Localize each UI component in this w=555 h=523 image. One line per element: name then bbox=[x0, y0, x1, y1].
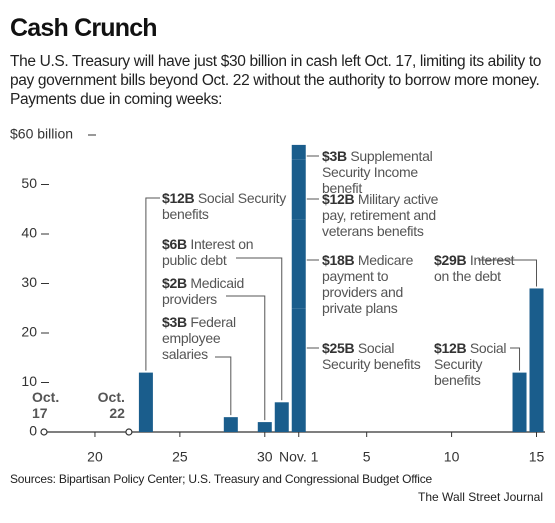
annotation: $29B Interest on the debt bbox=[434, 252, 524, 284]
y-tick-label: 10 bbox=[21, 373, 37, 389]
marker-label: Oct. 22 bbox=[97, 389, 125, 421]
bar bbox=[529, 288, 544, 432]
annotation-amount: $6B bbox=[162, 236, 187, 252]
leader-line bbox=[236, 257, 283, 401]
bar bbox=[257, 422, 272, 432]
annotation-amount: $12B bbox=[162, 190, 195, 206]
x-tick-label: 15 bbox=[529, 449, 545, 465]
y-tick-label: 20 bbox=[21, 324, 37, 340]
bar bbox=[291, 144, 306, 160]
y-tick-label: $60 billion bbox=[10, 126, 73, 142]
annotation-text: Social Security benefits bbox=[322, 340, 421, 372]
annotation-amount: $25B bbox=[322, 340, 355, 356]
bar bbox=[291, 219, 306, 309]
annotation-amount: $18B bbox=[322, 252, 355, 268]
y-tick-label: 0 bbox=[29, 423, 37, 439]
annotation-amount: $12B bbox=[322, 191, 355, 207]
annotation: $12B Military active pay, retirement and… bbox=[322, 191, 452, 239]
bar bbox=[291, 159, 306, 220]
annotation-text: Interest on the debt bbox=[434, 252, 515, 284]
y-tick-label: 50 bbox=[21, 175, 37, 191]
annotation-text: Medicare payment to providers and privat… bbox=[322, 252, 414, 316]
annotation-text: Military active pay, retirement and vete… bbox=[322, 191, 439, 239]
annotation: $12B Social Security benefits bbox=[434, 340, 514, 388]
annotation-amount: $12B bbox=[434, 340, 467, 356]
annotation-text: Supplemental Security Income benefit bbox=[322, 148, 433, 196]
annotation: $25B Social Security benefits bbox=[322, 340, 432, 372]
leader-line bbox=[145, 197, 160, 371]
annotation: $6B Interest on public debt bbox=[162, 236, 267, 268]
annotation-text: Federal employee salaries bbox=[162, 314, 236, 362]
annotation-amount: $3B bbox=[162, 314, 187, 330]
leader-line bbox=[510, 347, 521, 371]
annotation-text: Social Security benefits bbox=[162, 190, 286, 222]
annotation-amount: $3B bbox=[322, 148, 347, 164]
x-tick-label: 25 bbox=[172, 449, 188, 465]
annotation-amount: $29B bbox=[434, 252, 467, 268]
marker-label: Oct. 17 bbox=[32, 389, 60, 421]
y-tick-label: 30 bbox=[21, 274, 37, 290]
annotation: $2B Medicaid providers bbox=[162, 275, 262, 307]
x-tick-label: 30 bbox=[257, 449, 273, 465]
annotation-text: Social Security benefits bbox=[434, 340, 507, 388]
annotation-text: Medicaid providers bbox=[162, 275, 245, 307]
y-tick-label: 40 bbox=[21, 225, 37, 241]
credit: The Wall Street Journal bbox=[418, 490, 543, 504]
x-tick-label: 20 bbox=[87, 449, 103, 465]
title: Cash Crunch bbox=[10, 14, 158, 42]
bar bbox=[291, 308, 306, 432]
x-tick-label: Nov. 1 bbox=[279, 449, 319, 465]
x-tick-label: 10 bbox=[444, 449, 460, 465]
leader-line bbox=[478, 259, 538, 287]
bar bbox=[223, 417, 238, 432]
leader-line bbox=[215, 356, 232, 416]
annotation: $3B Federal employee salaries bbox=[162, 314, 247, 362]
leader-line bbox=[226, 295, 266, 421]
bar bbox=[274, 402, 289, 432]
date-marker bbox=[40, 428, 48, 436]
bar bbox=[512, 372, 527, 432]
annotation: $18B Medicare payment to providers and p… bbox=[322, 252, 432, 316]
date-marker bbox=[125, 428, 133, 436]
annotation: $12B Social Security benefits bbox=[162, 190, 287, 222]
x-tick-label: 5 bbox=[363, 449, 371, 465]
annotation: $3B Supplemental Security Income benefit bbox=[322, 148, 452, 196]
subtitle: The U.S. Treasury will have just $30 bil… bbox=[10, 53, 542, 108]
annotation-amount: $2B bbox=[162, 275, 187, 291]
source: Sources: Bipartisan Policy Center; U.S. … bbox=[10, 472, 432, 486]
annotation-text: Interest on public debt bbox=[162, 236, 254, 268]
bar bbox=[138, 372, 153, 432]
